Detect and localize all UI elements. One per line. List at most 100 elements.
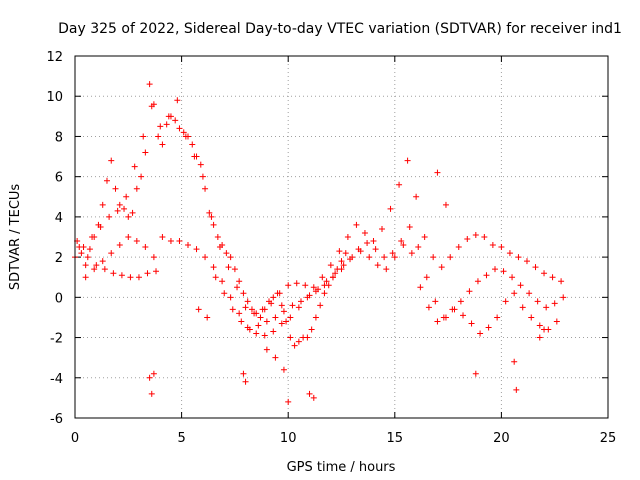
data-point xyxy=(506,250,513,257)
data-point xyxy=(297,298,304,305)
data-point xyxy=(202,254,209,261)
data-point xyxy=(536,322,543,329)
data-point xyxy=(560,294,567,301)
data-point xyxy=(553,318,560,325)
data-point xyxy=(176,125,183,132)
data-point xyxy=(131,163,138,170)
data-point xyxy=(225,264,232,271)
data-point xyxy=(517,282,524,289)
data-point xyxy=(308,326,315,333)
data-points xyxy=(72,81,567,405)
data-point xyxy=(248,306,255,313)
data-point xyxy=(434,318,441,325)
data-point xyxy=(396,181,403,188)
data-point xyxy=(323,278,330,285)
data-point xyxy=(425,304,432,311)
data-point xyxy=(434,169,441,176)
data-point xyxy=(558,278,565,285)
data-point xyxy=(144,270,151,277)
data-point xyxy=(304,334,311,341)
data-point xyxy=(153,268,160,275)
data-point xyxy=(278,302,285,309)
plot-frame xyxy=(74,55,609,419)
data-point xyxy=(285,282,292,289)
data-point xyxy=(244,298,251,305)
data-point xyxy=(95,221,102,228)
data-point xyxy=(310,284,317,291)
data-point xyxy=(133,185,140,192)
data-point xyxy=(242,378,249,385)
data-point xyxy=(457,298,464,305)
y-tick-label: 8 xyxy=(55,130,63,145)
data-point xyxy=(415,244,422,251)
data-point xyxy=(180,129,187,136)
data-point xyxy=(285,398,292,405)
data-point xyxy=(261,332,268,339)
data-point xyxy=(361,229,368,236)
data-point xyxy=(108,157,115,164)
data-point xyxy=(477,330,484,337)
data-point xyxy=(263,346,270,353)
data-point xyxy=(227,254,234,261)
data-point xyxy=(370,238,377,245)
data-point xyxy=(447,254,454,261)
data-point xyxy=(295,304,302,311)
data-point xyxy=(86,246,93,253)
y-tick-label: 12 xyxy=(46,50,63,65)
data-point xyxy=(534,298,541,305)
data-point xyxy=(317,302,324,309)
data-point xyxy=(312,314,319,321)
data-point xyxy=(466,288,473,295)
x-tick-label: 5 xyxy=(177,431,185,446)
data-point xyxy=(295,338,302,345)
data-point xyxy=(366,254,373,261)
data-point xyxy=(460,312,467,319)
data-point xyxy=(442,201,449,208)
data-point xyxy=(172,117,179,124)
data-point xyxy=(236,278,243,285)
data-point xyxy=(253,330,260,337)
data-point xyxy=(212,274,219,281)
data-point xyxy=(438,264,445,271)
y-tick-label: 0 xyxy=(55,291,63,306)
data-point xyxy=(236,310,243,317)
data-point xyxy=(404,157,411,164)
data-point xyxy=(406,223,413,230)
data-point xyxy=(327,262,334,269)
data-point xyxy=(338,258,345,265)
data-point xyxy=(91,234,98,240)
data-point xyxy=(389,250,396,257)
data-point xyxy=(82,262,89,269)
data-point xyxy=(214,234,221,240)
data-point xyxy=(474,278,481,285)
data-point xyxy=(319,274,326,281)
data-point xyxy=(116,242,123,249)
data-point xyxy=(340,262,347,269)
data-point xyxy=(272,354,279,361)
data-point xyxy=(383,266,390,273)
x-tick-label: 20 xyxy=(493,431,510,446)
data-point xyxy=(219,278,226,285)
x-tick-label: 15 xyxy=(387,431,404,446)
data-point xyxy=(310,394,317,401)
data-point xyxy=(541,326,548,333)
data-point xyxy=(150,370,157,377)
data-point xyxy=(502,298,509,305)
data-point xyxy=(167,113,174,120)
x-tick-label: 10 xyxy=(280,431,297,446)
data-point xyxy=(485,324,492,331)
data-point xyxy=(118,272,125,279)
data-point xyxy=(138,173,145,180)
data-point xyxy=(140,133,147,140)
data-point xyxy=(332,270,339,277)
data-point xyxy=(195,306,202,313)
data-point xyxy=(511,290,518,297)
chart-title: Day 325 of 2022, Sidereal Day-to-day VTE… xyxy=(58,21,622,37)
data-point xyxy=(519,304,526,311)
data-point xyxy=(372,246,379,253)
data-point xyxy=(146,374,153,381)
grid xyxy=(74,55,609,419)
y-tick-label: -4 xyxy=(50,372,63,387)
data-point xyxy=(472,231,479,238)
data-point xyxy=(150,254,157,261)
